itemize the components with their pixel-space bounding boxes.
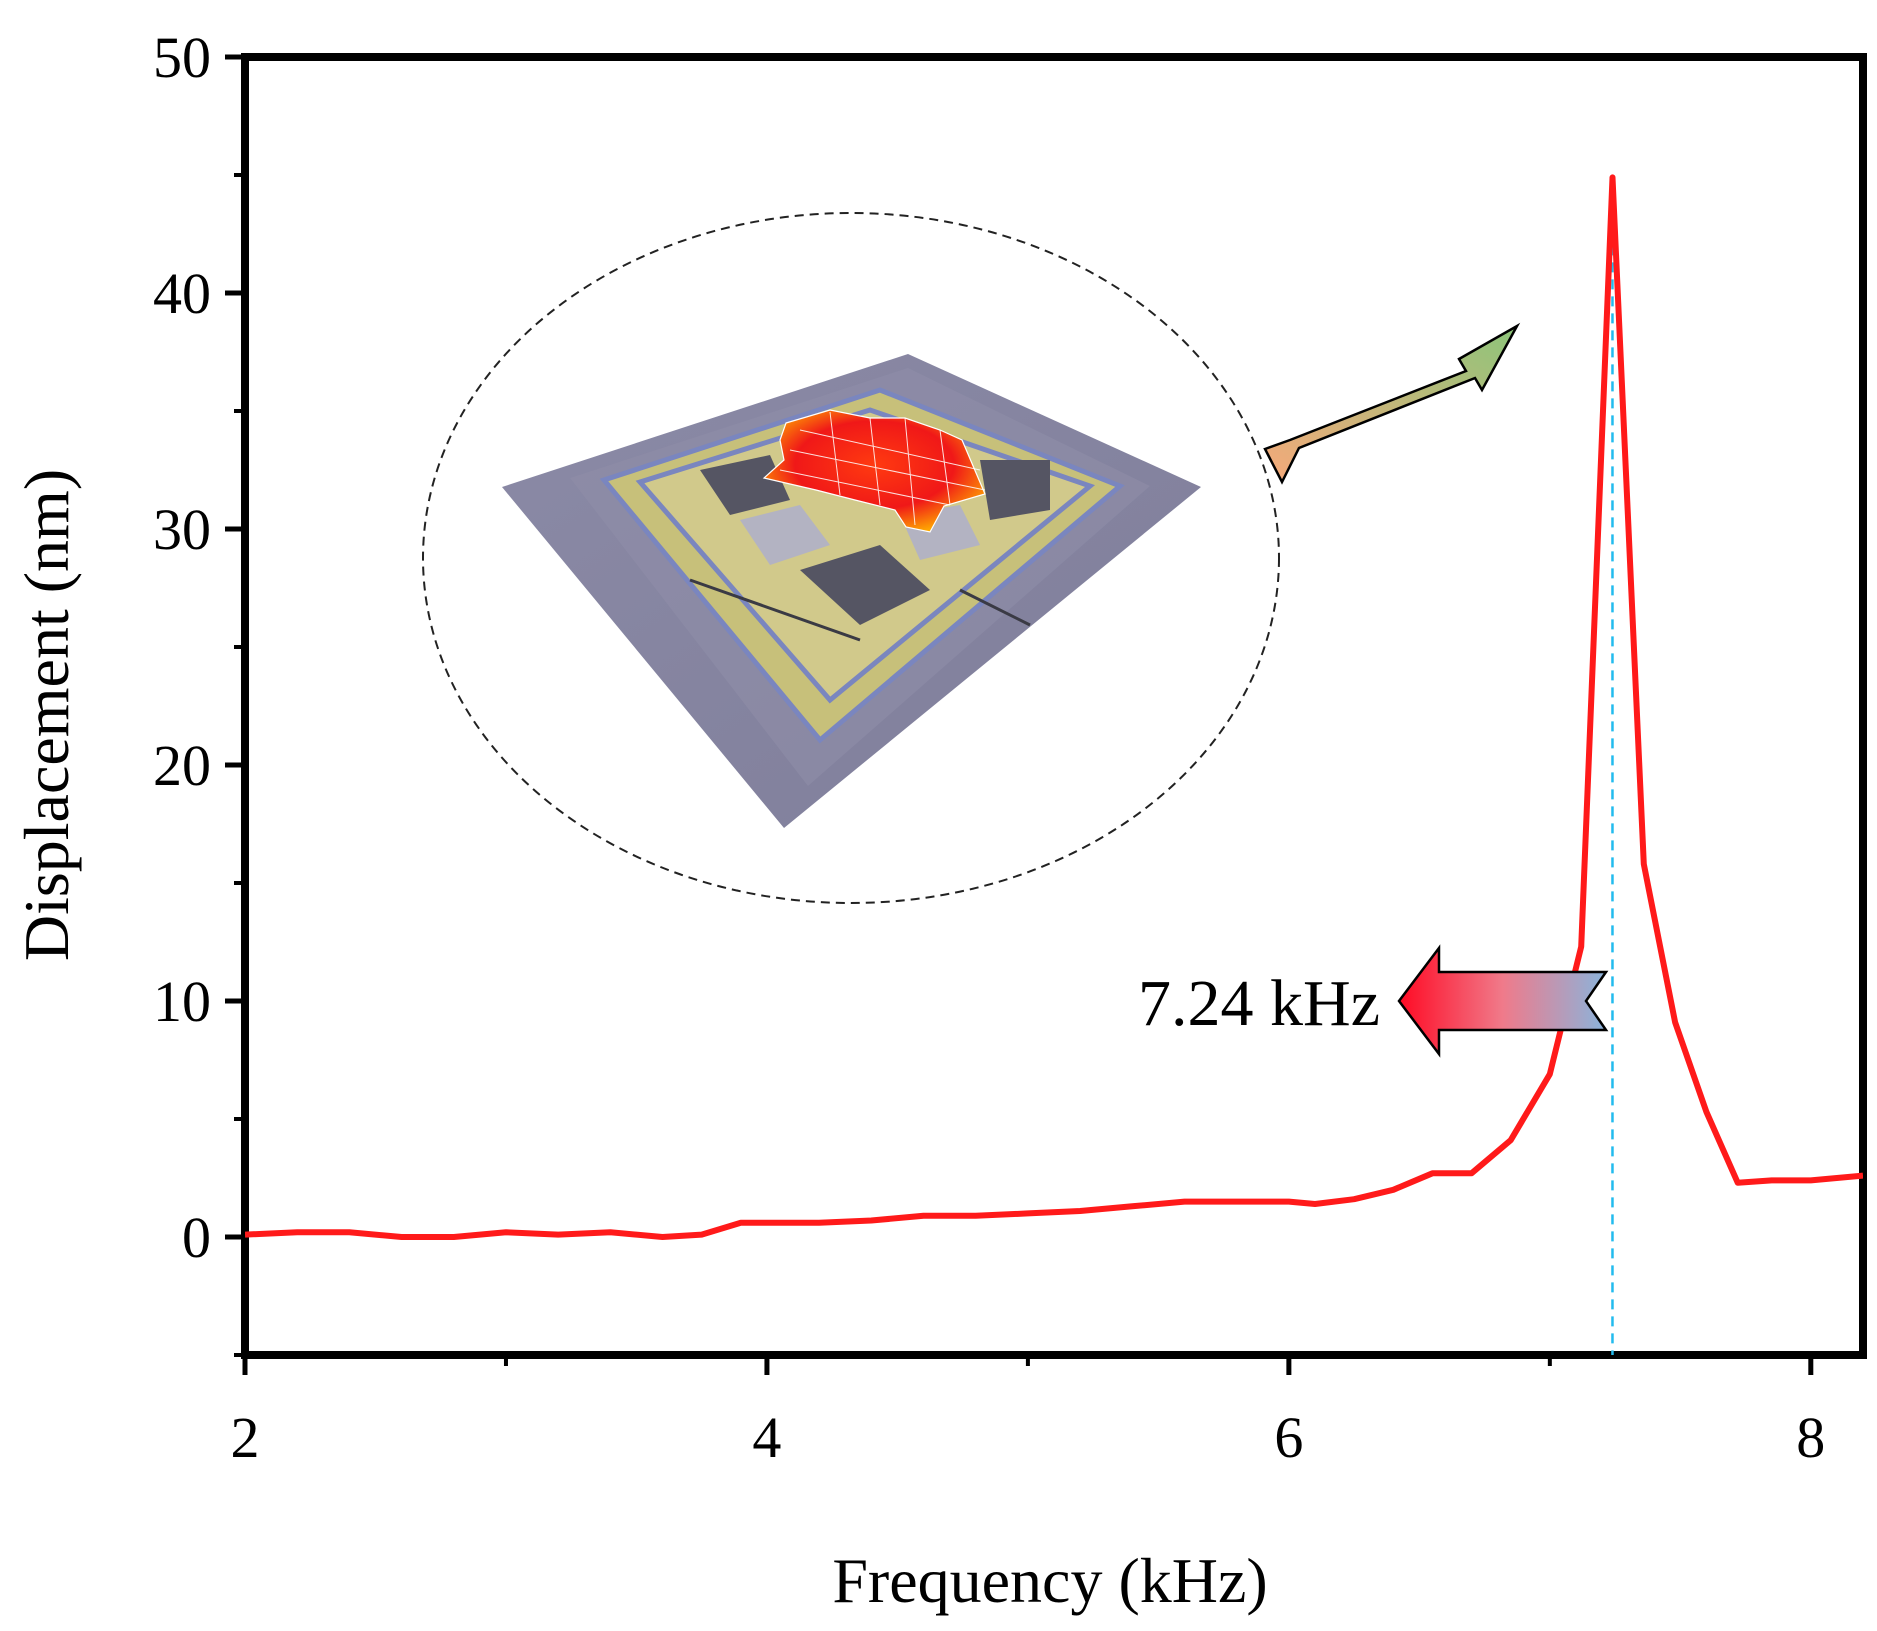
plot-frame xyxy=(241,53,1867,1359)
y-tick-label-40: 40 xyxy=(153,261,211,326)
y-axis-ticks: 0 10 20 30 40 50 xyxy=(153,25,245,1357)
x-axis-title: Frequency (kHz) xyxy=(832,1545,1267,1616)
frequency-annotation-label: 7.24 kHz xyxy=(1138,967,1380,1040)
inset-chip-image xyxy=(422,212,1280,904)
inset-to-peak-arrow xyxy=(1263,322,1521,485)
x-tick-label-2: 2 xyxy=(231,1405,260,1470)
mems-chip-mode-shape-image xyxy=(502,354,1201,828)
x-tick-label-8: 8 xyxy=(1796,1405,1825,1470)
frequency-annotation-arrow xyxy=(1397,944,1609,1058)
displacement-series-line xyxy=(245,174,1863,1240)
y-tick-label-30: 30 xyxy=(153,497,211,562)
y-tick-label-0: 0 xyxy=(182,1205,211,1270)
y-tick-label-50: 50 xyxy=(153,25,211,90)
inset-dashed-ellipse xyxy=(422,212,1280,904)
y-axis-title: Displacement (nm) xyxy=(11,469,82,961)
y-tick-label-20: 20 xyxy=(153,733,211,798)
x-tick-label-4: 4 xyxy=(752,1405,781,1470)
y-tick-label-10: 10 xyxy=(153,969,211,1034)
x-axis-ticks: 2 4 6 8 xyxy=(231,1355,1825,1470)
x-tick-label-6: 6 xyxy=(1274,1405,1303,1470)
